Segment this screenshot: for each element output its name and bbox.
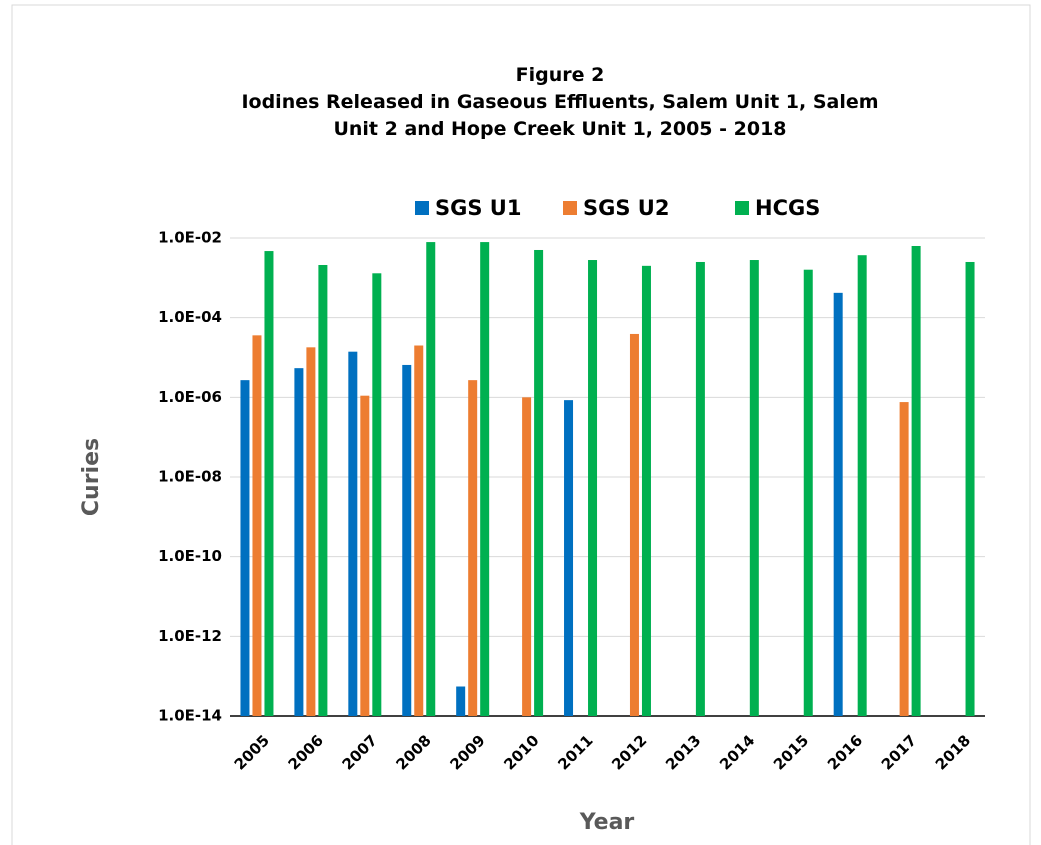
- bar: [749, 260, 759, 716]
- bar: [318, 264, 328, 716]
- chart-subtitle: Iodines Released in Gaseous Effluents, S…: [241, 91, 879, 140]
- bar: [426, 242, 436, 716]
- x-tick-label: 2013: [662, 731, 704, 773]
- y-tick-label: 1.0E-02: [158, 229, 222, 247]
- bar: [456, 686, 466, 716]
- bar: [522, 397, 532, 716]
- y-tick-label: 1.0E-10: [158, 547, 222, 565]
- titles: Figure 2 Iodines Released in Gaseous Eff…: [160, 62, 960, 143]
- bar: [264, 251, 274, 716]
- bar: [360, 395, 370, 716]
- bar: [803, 269, 813, 716]
- bar: [833, 292, 843, 716]
- bar: [641, 265, 651, 716]
- y-tick-label: 1.0E-08: [158, 468, 222, 486]
- y-axis-label: Curies: [79, 438, 104, 516]
- y-tick-label: 1.0E-12: [158, 627, 222, 645]
- bar: [402, 364, 412, 716]
- bar: [240, 380, 250, 716]
- y-tick-label: 1.0E-14: [158, 707, 222, 725]
- x-tick-label: 2017: [878, 731, 920, 773]
- x-tick-label: 2006: [285, 731, 327, 773]
- bar: [588, 260, 598, 716]
- y-tick-label: 1.0E-04: [158, 308, 222, 326]
- legend-label: SGS U2: [583, 196, 669, 220]
- y-tick-label: 1.0E-06: [158, 388, 222, 406]
- x-tick-label: 2015: [770, 731, 812, 773]
- legend-swatch: [735, 201, 749, 215]
- bar: [294, 368, 304, 716]
- bar: [629, 333, 639, 716]
- x-tick-label: 2008: [393, 731, 435, 773]
- bar: [468, 380, 478, 716]
- bar: [534, 249, 544, 716]
- bar: [480, 242, 490, 716]
- bar: [414, 345, 424, 716]
- x-tick-label: 2007: [339, 731, 381, 773]
- x-axis-label: Year: [579, 810, 635, 835]
- x-tick-label: 2009: [446, 731, 488, 773]
- x-tick-label: 2010: [500, 731, 542, 773]
- bar: [899, 402, 909, 716]
- legend-swatch: [415, 201, 429, 215]
- bar: [965, 261, 975, 716]
- x-tick-label: 2018: [932, 731, 974, 773]
- legend-label: HCGS: [755, 196, 820, 220]
- bar: [348, 351, 358, 716]
- x-tick-label: 2016: [824, 731, 866, 773]
- bar: [911, 245, 921, 717]
- chart-border: [11, 4, 1031, 845]
- bar: [252, 335, 262, 716]
- bar: [695, 261, 705, 716]
- bar: [564, 400, 574, 716]
- chart-title: Figure 2: [515, 64, 605, 86]
- bar: [372, 273, 382, 716]
- bar: [857, 255, 867, 717]
- bar: [306, 347, 316, 716]
- legend-swatch: [563, 201, 577, 215]
- x-tick-label: 2005: [231, 731, 273, 773]
- legend-label: SGS U1: [435, 196, 521, 220]
- x-tick-label: 2014: [716, 731, 758, 773]
- x-tick-label: 2011: [554, 731, 596, 773]
- x-tick-label: 2012: [608, 731, 650, 773]
